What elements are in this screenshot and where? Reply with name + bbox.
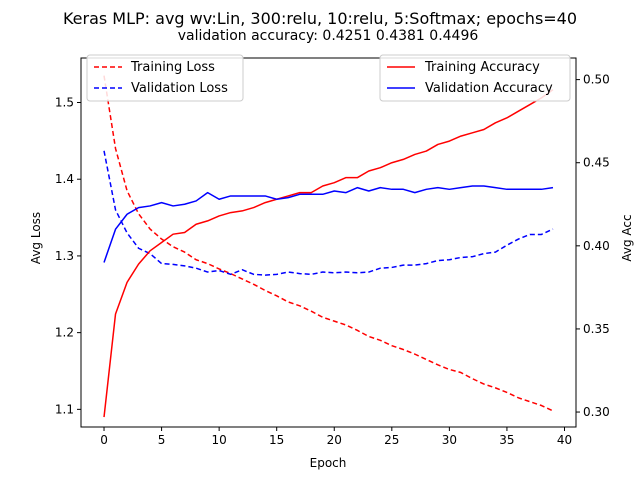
x-tick-label: 30 <box>442 433 457 447</box>
series-line-validation-loss <box>103 150 554 276</box>
x-tick-label: 10 <box>211 433 226 447</box>
y-right-tick-label: 0.35 <box>583 322 610 336</box>
y-right-tick-label: 0.50 <box>583 73 610 87</box>
chart-title: Keras MLP: avg wv:Lin, 300:relu, 10:relu… <box>63 9 577 28</box>
legend-label-training-accuracy: Training Accuracy <box>424 60 540 75</box>
y-axis-right-label: Avg Acc <box>620 214 634 261</box>
series-line-training-loss <box>103 75 554 412</box>
y-right-tick-label: 0.40 <box>583 239 610 253</box>
legend-loss: Training Loss Validation Loss <box>86 54 244 102</box>
legend-loss-box <box>86 54 244 102</box>
x-tick-label: 20 <box>327 433 342 447</box>
series-line-training-accuracy <box>103 88 554 418</box>
x-tick-label: 40 <box>557 433 572 447</box>
chart-subtitle: validation accuracy: 0.4251 0.4381 0.449… <box>178 28 479 44</box>
legend-label-validation-loss: Validation Loss <box>131 81 228 96</box>
x-tick-label: 5 <box>158 433 166 447</box>
legend-accuracy: Training Accuracy Validation Accuracy <box>379 54 571 102</box>
y-left-tick-label: 1.4 <box>55 172 74 186</box>
y-left-tick-label: 1.1 <box>55 402 74 416</box>
series-line-validation-accuracy <box>103 185 554 263</box>
legend-label-validation-accuracy: Validation Accuracy <box>425 81 553 96</box>
legend-label-training-loss: Training Loss <box>130 60 215 75</box>
y-left-tick-label: 1.3 <box>55 249 74 263</box>
y-axis-left-label: Avg Loss <box>29 212 43 264</box>
x-tick-label: 35 <box>499 433 514 447</box>
plot-frame <box>80 57 577 428</box>
x-tick-label: 0 <box>100 433 108 447</box>
legend-accuracy-box <box>379 54 571 102</box>
x-tick-label: 15 <box>269 433 284 447</box>
y-left-tick-label: 1.5 <box>55 95 74 109</box>
y-right-tick-label: 0.30 <box>583 405 610 419</box>
x-axis-label: Epoch <box>310 456 347 470</box>
series-layer <box>103 75 554 418</box>
y-left-tick-label: 1.2 <box>55 326 74 340</box>
axes-layer: 0 5 10 15 20 25 30 35 40 1.1 1.2 1.3 1.4 1.5 0.30 0.35 0… <box>55 73 610 447</box>
x-tick-label: 25 <box>384 433 399 447</box>
y-right-tick-label: 0.45 <box>583 156 610 170</box>
